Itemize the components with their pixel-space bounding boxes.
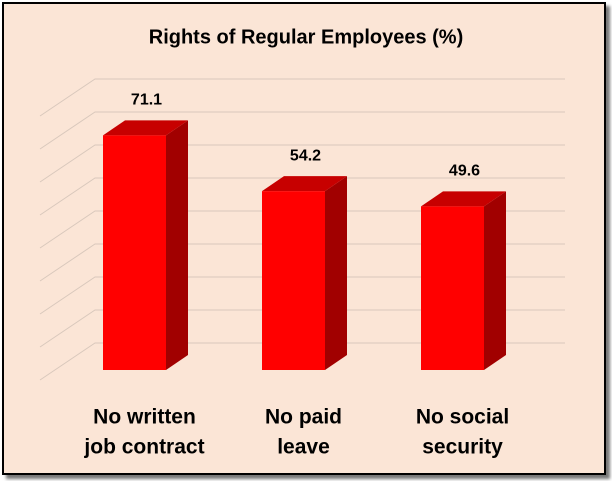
grid-line: [39, 243, 565, 282]
bar: [421, 191, 506, 370]
x-tick-label: No written: [93, 406, 196, 429]
chart-title: Rights of Regular Employees (%): [149, 26, 464, 48]
bar: [262, 176, 347, 370]
bar: [103, 120, 188, 371]
bar-front: [421, 206, 484, 370]
x-tick-label: job contract: [83, 436, 204, 459]
grid-line: [39, 309, 565, 348]
bar-front: [103, 135, 166, 370]
bar-side: [484, 191, 506, 370]
value-label: 54.2: [290, 147, 321, 164]
bar-top: [421, 191, 506, 207]
value-label: 49.6: [449, 163, 480, 180]
grid-line: [39, 111, 565, 150]
bar-side: [325, 176, 347, 370]
bar-top: [262, 176, 347, 192]
grid-line: [39, 342, 565, 381]
grid-line: [39, 78, 565, 117]
grid-line: [39, 276, 565, 315]
x-tick-label: No social: [416, 406, 509, 429]
x-tick-label: security: [422, 436, 503, 459]
grid-line: [39, 210, 565, 249]
bar-top: [103, 120, 188, 136]
bar-side: [166, 120, 188, 371]
value-label: 71.1: [131, 92, 162, 109]
x-tick-label: leave: [277, 436, 330, 459]
grid-line: [39, 144, 565, 183]
grid-line: [39, 177, 565, 216]
bar-front: [262, 191, 325, 370]
x-tick-label: No paid: [265, 406, 342, 429]
